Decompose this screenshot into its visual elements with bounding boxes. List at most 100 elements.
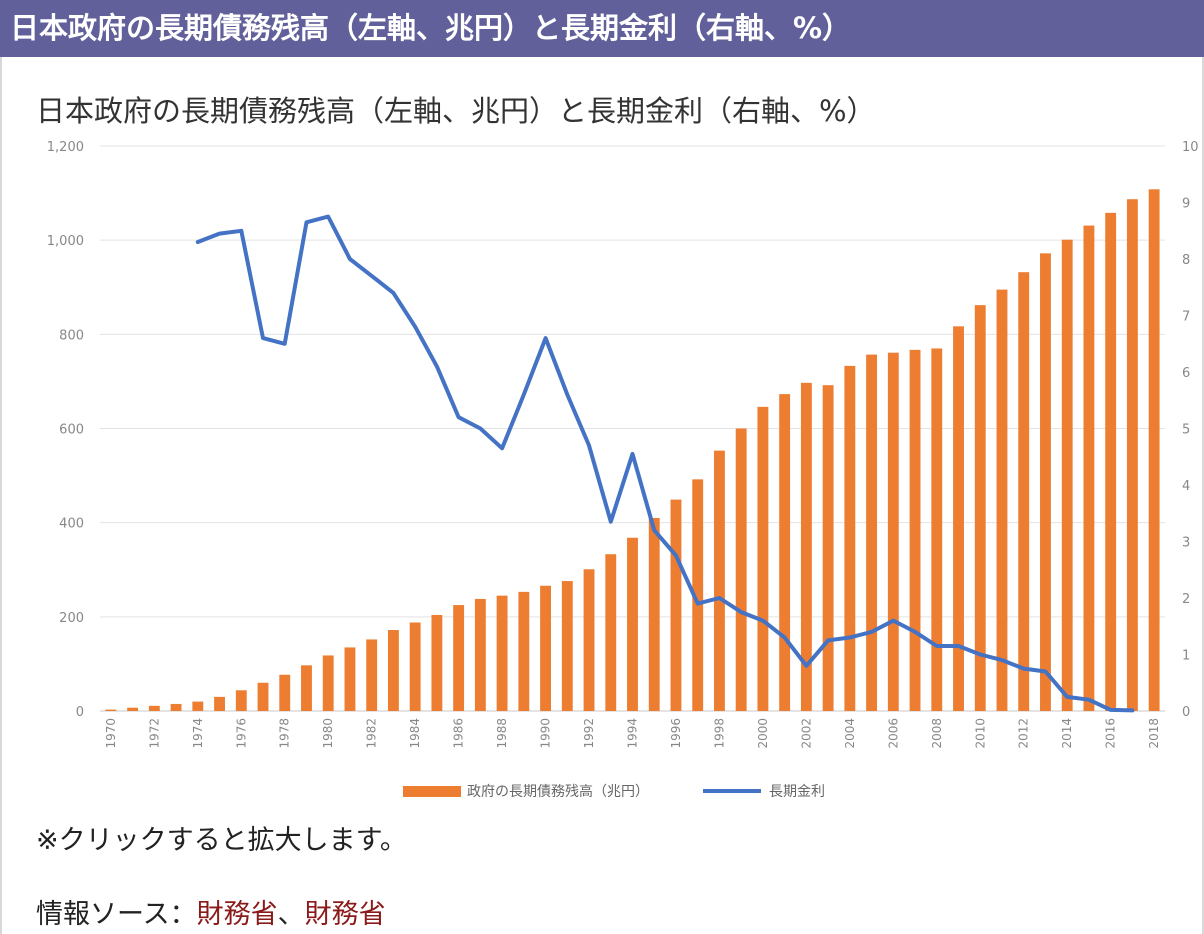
debt-bar (1083, 225, 1095, 711)
debt-bar (974, 305, 986, 711)
x-tick-label: 1986 (452, 718, 466, 749)
debt-bar (214, 696, 225, 711)
debt-bar (1040, 253, 1051, 711)
debt-bar (779, 394, 791, 711)
content-frame (0, 57, 1204, 934)
source-link-mof-2[interactable]: 財務省 (304, 899, 386, 930)
y-right-tick-label: 2 (1182, 592, 1190, 607)
debt-bar (235, 690, 247, 711)
source-separator: 、 (277, 899, 305, 930)
x-tick-label: 1976 (234, 718, 248, 749)
debt-bar (366, 639, 378, 711)
debt-bar (387, 630, 399, 711)
y-left-tick-label: 0 (76, 705, 84, 720)
debt-bar (866, 354, 878, 711)
debt-bar (887, 352, 899, 711)
legend-item-debt: 政府の長期債務残高（兆円） (403, 780, 649, 802)
chart-title: 日本政府の長期債務残高（左軸、兆円）と長期金利（右軸、%） (36, 94, 876, 128)
y-left-tick-label: 1,000 (47, 234, 84, 249)
x-tick-label: 2006 (886, 718, 900, 749)
x-tick-label: 2016 (1104, 718, 1118, 749)
y-right-tick-label: 9 (1182, 197, 1190, 212)
debt-bar (279, 674, 291, 711)
debt-bar (931, 348, 943, 711)
debt-bar (257, 682, 269, 711)
x-tick-label: 2012 (1017, 718, 1031, 749)
y-right-tick-label: 0 (1182, 705, 1190, 720)
debt-bar (822, 385, 834, 711)
debt-bar (105, 709, 117, 711)
debt-bar (583, 569, 595, 711)
debt-bar (453, 605, 465, 711)
legend-item-rate: 長期金利 (703, 780, 825, 802)
debt-bar (192, 701, 204, 711)
y-left-tick-label: 1,200 (47, 140, 84, 155)
x-tick-label: 2004 (843, 718, 857, 749)
source-link-mof-1[interactable]: 財務省 (196, 899, 278, 930)
debt-bar (127, 707, 139, 711)
debt-bar (561, 581, 573, 711)
interest-rate-line (195, 214, 1135, 713)
debt-bar (909, 349, 921, 711)
y-right-tick-label: 4 (1182, 479, 1190, 494)
legend-swatch-bar (403, 785, 461, 797)
y-right-tick-label: 6 (1182, 366, 1190, 381)
debt-bar (844, 365, 856, 711)
debt-bar (344, 647, 356, 711)
debt-bar (996, 289, 1008, 711)
x-tick-label: 2000 (756, 718, 770, 749)
x-tick-label: 1998 (712, 718, 726, 749)
x-tick-label: 1990 (539, 718, 553, 749)
x-tick-label: 2010 (973, 718, 987, 749)
y-right-tick-label: 5 (1182, 423, 1190, 438)
debt-bar (1126, 199, 1138, 711)
debt-bar (518, 591, 530, 711)
y-left-tick-label: 400 (59, 517, 84, 532)
debt-bar (1018, 272, 1030, 711)
debt-bar (714, 450, 725, 711)
x-tick-label: 1980 (321, 718, 335, 749)
y-right-tick-label: 3 (1182, 536, 1190, 551)
y-right-tick-label: 8 (1182, 253, 1190, 268)
header-title: 日本政府の長期債務残高（左軸、兆円）と長期金利（右軸、%） (10, 11, 852, 45)
source-line: 情報ソース：財務省、財務省 (36, 892, 386, 931)
debt-bar (496, 595, 508, 711)
y-right-tick-label: 10 (1182, 140, 1199, 155)
debt-bar (605, 554, 617, 711)
x-tick-label: 1970 (104, 718, 118, 749)
debt-bar (627, 537, 638, 711)
debt-bar (953, 326, 964, 711)
debt-bar (1148, 189, 1160, 712)
click-to-enlarge-note: ※クリックすると拡大します。 (36, 825, 407, 856)
x-tick-label: 1974 (191, 718, 205, 749)
debt-bar (409, 622, 421, 711)
debt-bar (148, 705, 160, 711)
debt-bar (540, 585, 551, 711)
source-prefix: 情報ソース： (36, 899, 197, 930)
debt-bar (757, 406, 769, 711)
header-title-bar: 日本政府の長期債務残高（左軸、兆円）と長期金利（右軸、%） (0, 0, 1204, 57)
x-tick-label: 1992 (582, 718, 596, 749)
x-tick-label: 1972 (147, 718, 161, 749)
debt-bar (735, 428, 747, 711)
x-tick-label: 1984 (408, 718, 422, 749)
debt-bar (322, 655, 334, 711)
x-tick-label: 1996 (669, 718, 683, 749)
legend-swatch-line (703, 789, 761, 793)
y-right-tick-label: 1 (1182, 649, 1190, 664)
x-tick-label: 1978 (278, 718, 292, 749)
y-right-tick-label: 7 (1182, 310, 1190, 325)
x-tick-label: 1994 (626, 718, 640, 749)
debt-bar (692, 479, 704, 711)
debt-bar (474, 598, 486, 711)
debt-bar (1105, 212, 1117, 711)
x-tick-label: 1988 (495, 718, 509, 749)
y-left-tick-label: 800 (59, 328, 84, 343)
y-left-tick-label: 600 (59, 423, 84, 438)
x-tick-label: 2014 (1060, 718, 1074, 749)
x-tick-label: 2002 (799, 718, 813, 749)
x-tick-label: 1982 (365, 718, 379, 749)
debt-bar (670, 499, 682, 711)
debt-bar (170, 703, 182, 711)
